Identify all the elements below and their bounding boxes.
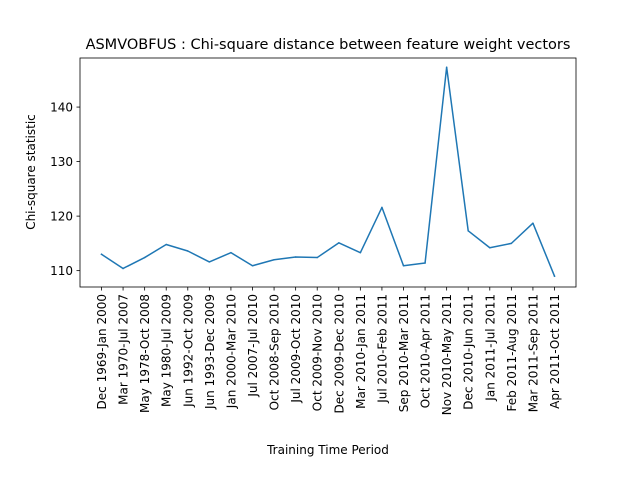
axes-frame [79,57,577,288]
data-point [208,261,211,263]
x-tick-label: Jul 2009-Oct 2010 [289,294,303,404]
data-point [553,275,556,277]
data-point [273,258,275,261]
x-tick-label: Dec 2009-Dec 2010 [332,294,346,413]
series-line-1 [100,66,556,278]
x-tick-label: Jul 2010-Feb 2011 [375,294,389,404]
x-tick-label: Oct 2008-Sep 2010 [268,294,282,410]
data-point [251,264,254,267]
x-tick-label: Oct 2009-Nov 2010 [311,294,325,411]
data-point [445,66,448,69]
x-tick-label: Jul 2007-Jul 2010 [246,294,260,398]
data-point [467,230,469,232]
x-tick-label: Oct 2010-Apr 2011 [419,294,433,408]
x-axis-label: Training Time Period [266,443,389,457]
y-tick-label: 110 [50,264,73,278]
plot-area: 110 120 130 140 Dec 1969-Jan 2000 Mar 1970-Ju… [50,57,577,415]
data-point [143,256,146,259]
x-tick-label: Jun 1993-Dec 2009 [203,294,217,410]
y-tick-label: 130 [50,155,73,169]
x-tick-label: Jan 2011-Jul 2011 [483,294,497,402]
data-point [489,246,491,249]
data-point [165,243,167,246]
x-tick-label: May 1978-Oct 2008 [138,294,152,413]
x-tick-label: Dec 2010-Jun 2011 [462,294,476,410]
plot-background [80,58,576,287]
data-point [230,251,232,254]
data-point [532,222,534,224]
x-tick-label: Jan 2000-Mar 2010 [224,294,238,409]
data-point [359,251,362,254]
data-point [381,206,383,209]
data-point [294,256,297,258]
data-point [402,264,405,267]
x-tick-label: Mar 2011-Sep 2011 [526,294,540,412]
x-tick-label: Mar 1970-Jul 2007 [117,294,131,405]
x-tick-label: May 1980-Jul 2009 [160,294,174,407]
x-tick-label: Mar 2010-Jan 2011 [354,294,368,409]
data-point [424,262,426,264]
x-tick-label: Nov 2010-May 2011 [440,294,454,415]
data-point [187,250,189,252]
data-point [100,253,103,256]
chart-title: ASMVOBFUS : Chi-square distance between … [86,37,571,53]
x-tick-label: Sep 2010-Mar 2011 [397,294,411,412]
x-tick-label: Apr 2011-Oct 2011 [548,294,562,409]
y-axis-label: Chi-square statistic [24,114,38,230]
data-point [316,256,318,259]
x-tick-label: Feb 2011-Aug 2011 [505,294,519,411]
y-tick-label: 140 [50,101,73,115]
data-point [122,267,124,270]
y-tick-label: 120 [50,210,73,224]
data-point [338,242,340,244]
x-tick-label: Jun 1992-Oct 2009 [181,294,195,408]
x-tick-label: Dec 1969-Jan 2000 [95,294,109,409]
data-point [510,242,513,245]
